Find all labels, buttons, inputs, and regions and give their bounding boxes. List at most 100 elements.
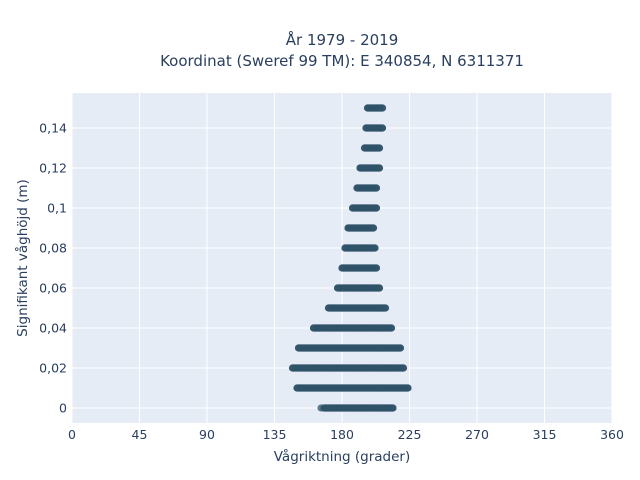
data-point [360, 184, 369, 192]
data-point [378, 304, 387, 312]
data-point [330, 364, 339, 372]
data-point [369, 144, 378, 152]
data-point [348, 404, 357, 412]
data-point [350, 244, 358, 252]
data-point [389, 364, 397, 372]
y-tick-label: 0,04 [39, 321, 67, 336]
data-point [395, 364, 403, 372]
data-point [303, 384, 312, 392]
data-point [371, 124, 379, 132]
data-point [374, 384, 382, 392]
data-point [329, 384, 337, 392]
data-point [354, 244, 363, 252]
data-point [359, 264, 367, 272]
data-point [371, 304, 379, 312]
data-point [369, 104, 378, 112]
data-point [356, 364, 364, 372]
data-point [350, 324, 358, 332]
data-point [356, 164, 364, 172]
data-point [363, 304, 372, 312]
data-point [306, 344, 315, 352]
data-point [375, 384, 384, 392]
data-point [365, 344, 373, 352]
data-point [347, 364, 355, 372]
data-point [336, 364, 345, 372]
data-point [359, 204, 367, 212]
data-point [363, 224, 372, 232]
data-point [390, 364, 399, 372]
data-point [399, 384, 408, 392]
data-point [345, 264, 354, 272]
data-point [330, 404, 339, 412]
data-point [309, 384, 318, 392]
data-point [311, 364, 319, 372]
data-point [350, 344, 358, 352]
data-point [396, 364, 405, 372]
data-point [360, 324, 369, 332]
data-point [339, 324, 348, 332]
data-point [360, 304, 369, 312]
data-point [332, 364, 340, 372]
data-point [344, 324, 352, 332]
data-point [317, 364, 325, 372]
data-point [338, 284, 346, 292]
data-point [345, 404, 354, 412]
data-point [401, 384, 409, 392]
data-point [371, 324, 379, 332]
data-point [299, 364, 307, 372]
data-point [299, 344, 307, 352]
data-point [380, 384, 388, 392]
data-point [375, 364, 384, 372]
data-point [366, 204, 375, 212]
data-point [339, 264, 348, 272]
data-point [351, 204, 360, 212]
data-point [356, 264, 364, 272]
data-point [344, 364, 352, 372]
data-point [294, 384, 303, 392]
data-point [312, 324, 321, 332]
data-point [359, 384, 367, 392]
data-point [369, 284, 378, 292]
data-point [312, 364, 321, 372]
data-point [365, 244, 373, 252]
data-point [296, 344, 304, 352]
data-point [306, 384, 315, 392]
data-point [321, 364, 330, 372]
data-point [332, 344, 340, 352]
data-point [375, 324, 384, 332]
data-point [375, 104, 384, 112]
data-point [374, 344, 382, 352]
data-point [357, 384, 366, 392]
data-point [374, 144, 382, 152]
data-point [369, 384, 378, 392]
data-point [377, 404, 385, 412]
data-point [368, 184, 376, 192]
data-point [365, 304, 373, 312]
data-point [341, 324, 349, 332]
data-point [357, 324, 366, 332]
data-point [288, 364, 297, 372]
data-point [369, 124, 378, 132]
data-point [351, 244, 360, 252]
data-point [329, 324, 337, 332]
data-point [318, 364, 327, 372]
data-point [381, 384, 390, 392]
data-point [389, 384, 397, 392]
data-point [384, 324, 393, 332]
data-point [375, 144, 384, 152]
data-point [330, 384, 339, 392]
data-point [335, 284, 343, 292]
data-point [342, 264, 351, 272]
data-point [375, 284, 384, 292]
data-point [306, 364, 315, 372]
data-point [374, 304, 382, 312]
data-point [332, 404, 340, 412]
data-point [384, 384, 393, 392]
data-point [351, 264, 360, 272]
data-point [360, 404, 369, 412]
x-tick-label: 90 [199, 427, 215, 442]
data-point [404, 384, 412, 392]
data-point [320, 384, 328, 392]
data-point [332, 324, 340, 332]
